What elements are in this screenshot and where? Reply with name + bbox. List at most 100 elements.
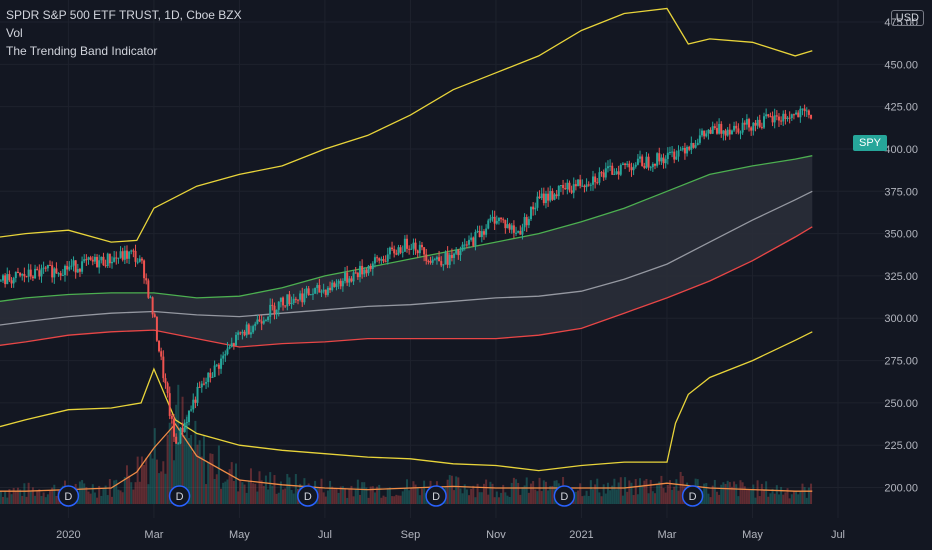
candle-body (136, 261, 139, 263)
candle-body (384, 261, 387, 263)
volume-bar (175, 404, 178, 504)
volume-bar (395, 494, 398, 504)
volume-bar (155, 459, 158, 504)
candle-body (102, 256, 105, 266)
candle-body (651, 163, 654, 168)
volume-bar (788, 498, 791, 504)
candle-body (707, 129, 710, 134)
volume-bar (658, 481, 661, 504)
volume-bar (777, 494, 780, 504)
candle-body (36, 268, 39, 271)
candle-body (465, 244, 468, 246)
volume-bar (271, 485, 274, 504)
candle-body (544, 193, 547, 204)
candle-body (367, 265, 370, 274)
volume-bar (322, 492, 325, 504)
volume-bar (44, 497, 47, 504)
candle-body (138, 258, 141, 262)
candle-body (299, 293, 302, 300)
volume-bar (6, 497, 9, 504)
price-tick-label: 425.00 (884, 102, 918, 114)
volume-bar (123, 477, 126, 504)
volume-bar (737, 496, 740, 504)
candle-body (711, 126, 714, 134)
volume-bar (459, 488, 462, 504)
candle-body (698, 135, 701, 143)
candle-body (540, 193, 543, 199)
candle-body (754, 122, 757, 126)
candle-body (309, 294, 312, 296)
volume-bar (542, 480, 545, 504)
volume-bar (14, 490, 17, 504)
volume-bar (241, 482, 244, 504)
candle-body (500, 217, 503, 220)
candle-body (344, 272, 347, 281)
candle-body (170, 415, 173, 419)
candle-body (639, 156, 642, 159)
volume-bar (577, 490, 580, 504)
volume-bar (386, 488, 389, 504)
volume-bar (551, 485, 554, 504)
volume-bar (393, 496, 396, 504)
volume-bar (403, 488, 406, 504)
volume-bar (151, 458, 154, 504)
candle-body (577, 179, 580, 187)
volume-bar (29, 491, 32, 504)
candle-body (4, 275, 7, 285)
volume-legend[interactable]: Vol (6, 26, 23, 40)
volume-bar (679, 471, 682, 504)
volume-bar (795, 490, 798, 504)
volume-bar (547, 490, 550, 504)
indicator-legend[interactable]: The Trending Band Indicator (6, 44, 158, 58)
candle-body (140, 258, 143, 261)
candle-body (572, 184, 575, 193)
volume-bar (478, 492, 481, 504)
price-tick-label: 250.00 (884, 398, 918, 410)
candle-body (373, 257, 376, 264)
candle-body (38, 270, 41, 277)
candle-body (763, 116, 766, 128)
candle-body (765, 114, 768, 117)
volume-bar (790, 494, 793, 504)
volume-bar (53, 484, 56, 504)
candle-body (429, 261, 432, 263)
candle-body (326, 287, 329, 295)
price-tick-label: 475.00 (884, 17, 918, 29)
volume-bar (91, 484, 94, 504)
symbol-title[interactable]: SPDR S&P 500 ETF TRUST, 1D, Cboe BZX (6, 8, 242, 22)
price-tick-label: 275.00 (884, 356, 918, 368)
candle-body (365, 269, 368, 274)
candle-body (205, 381, 208, 384)
candle-body (748, 119, 751, 128)
candle-body (382, 259, 385, 262)
candle-body (155, 316, 158, 341)
volume-bar (149, 453, 152, 504)
volume-bar (294, 474, 297, 504)
volume-bar (284, 488, 287, 504)
candle-body (247, 324, 250, 335)
candle-body (487, 220, 490, 229)
candle-body (183, 422, 186, 432)
candle-body (6, 274, 9, 285)
candle-body (636, 158, 639, 165)
volume-bar (709, 497, 712, 504)
candle-body (602, 172, 605, 178)
volume-bar (805, 497, 808, 504)
candle-body (737, 128, 740, 133)
volume-bar (668, 480, 671, 504)
candle-body (510, 225, 513, 230)
volume-bar (450, 475, 453, 504)
volume-bar (371, 486, 374, 504)
volume-bar (711, 485, 714, 504)
candle-body (795, 112, 798, 115)
volume-bar (401, 491, 404, 504)
candle-body (209, 372, 212, 378)
currency-button[interactable]: USD (890, 10, 924, 26)
volume-bar (173, 460, 176, 504)
candle-body (568, 182, 571, 191)
volume-bar (741, 482, 744, 504)
volume-bar (743, 486, 746, 504)
volume-bar (773, 493, 776, 504)
candle-body (352, 272, 355, 282)
